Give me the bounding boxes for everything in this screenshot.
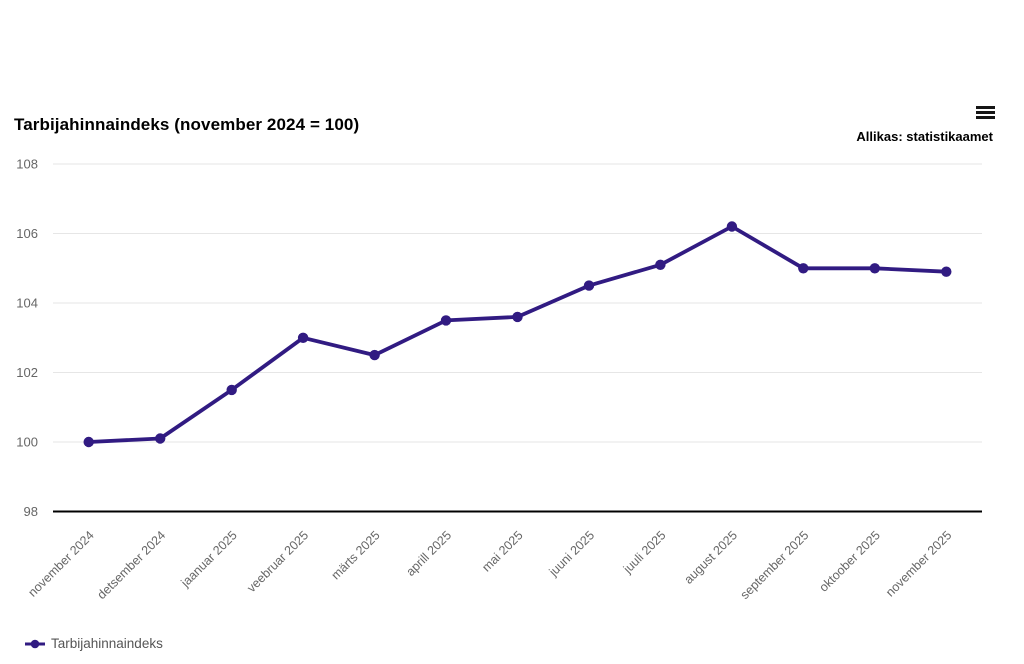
x-axis-tick-label: jaanuar 2025 — [178, 528, 240, 590]
x-axis-tick-label: august 2025 — [681, 528, 740, 587]
data-point-marker[interactable] — [83, 436, 94, 448]
legend-line-marker-icon — [25, 639, 45, 648]
x-axis-tick-label: juuli 2025 — [620, 528, 668, 576]
data-point-marker[interactable] — [583, 280, 595, 291]
data-point-marker[interactable] — [941, 266, 952, 277]
legend-label: Tarbijahinnaindeks — [51, 636, 163, 651]
x-axis-tick-label: märts 2025 — [329, 528, 383, 582]
x-axis-tick-label: november 2025 — [883, 528, 954, 599]
x-axis-tick-label: detsember 2024 — [95, 528, 169, 602]
data-point-marker[interactable] — [726, 221, 738, 232]
y-axis-tick-label: 106 — [16, 226, 38, 241]
y-axis-tick-label: 100 — [16, 435, 38, 450]
chart-source-credit: Allikas: statistikaamet — [856, 129, 993, 144]
data-point-marker[interactable] — [369, 349, 380, 361]
x-axis-tick-label: september 2025 — [738, 528, 812, 602]
line-chart-plot-area: 98 100 102 104 106 108 november 2024detsember … — [16, 157, 982, 602]
x-axis-tick-label: veebruar 2025 — [244, 528, 311, 595]
x-axis-tick-label: juuni 2025 — [546, 528, 597, 579]
legend: Tarbijahinnaindeks — [24, 636, 163, 651]
y-axis-tick-label: 104 — [16, 296, 38, 311]
x-axis-tick-label: mai 2025 — [479, 528, 525, 574]
chart-menu-button[interactable] — [973, 101, 999, 123]
data-point-marker[interactable] — [798, 263, 809, 274]
series-line — [86, 224, 949, 444]
hamburger-icon — [976, 105, 996, 119]
y-axis-tick-label: 108 — [16, 157, 38, 172]
data-point-marker[interactable] — [440, 315, 452, 326]
y-axis-tick-label: 102 — [16, 365, 38, 380]
data-point-marker[interactable] — [155, 433, 166, 444]
data-point-marker[interactable] — [869, 263, 880, 274]
data-point-marker[interactable] — [226, 384, 237, 396]
x-axis-tick-label: aprill 2025 — [403, 528, 454, 579]
chart-title: Tarbijahinnaindeks (november 2024 = 100) — [14, 115, 360, 135]
x-axis-tick-label: november 2024 — [25, 528, 96, 599]
data-point-marker[interactable] — [297, 332, 309, 343]
legend-item-tarbijahinnaindeks[interactable]: Tarbijahinnaindeks — [24, 636, 163, 651]
data-point-marker[interactable] — [655, 259, 666, 270]
x-axis-tick-label: oktoober 2025 — [816, 528, 882, 594]
y-axis-tick-label: 98 — [24, 504, 38, 519]
data-point-marker[interactable] — [512, 311, 523, 323]
